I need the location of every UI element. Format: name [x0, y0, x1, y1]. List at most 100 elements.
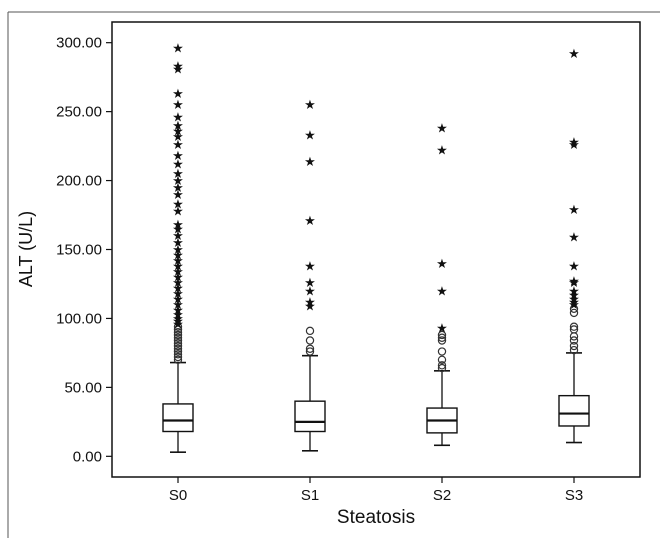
extreme-point: ★: [172, 60, 184, 75]
box-s3: ★★★★★★★★★★★★★: [558, 47, 590, 444]
extreme-point: ★: [172, 287, 184, 302]
extreme-point: ★: [172, 249, 184, 264]
extreme-point: ★: [172, 198, 184, 213]
x-axis-title: Steatosis: [337, 507, 415, 528]
extreme-point: ★: [568, 289, 580, 304]
x-tick-label: S1: [301, 487, 319, 504]
outlier-point: [437, 361, 447, 370]
outlier-point: [569, 308, 579, 318]
extreme-point: ★: [172, 276, 184, 291]
outlier-point: [569, 322, 579, 331]
extreme-point: ★: [172, 317, 184, 332]
y-axis-title: ALT (U/L): [16, 211, 36, 287]
outlier-point: [305, 336, 315, 345]
extreme-point: ★: [172, 111, 184, 126]
outlier-point: [173, 350, 183, 359]
outlier-point: [305, 347, 315, 356]
outlier-point: [173, 352, 183, 362]
iqr-box: [294, 400, 326, 433]
extreme-point: ★: [568, 295, 580, 310]
extreme-point: ★: [304, 155, 316, 170]
box-s0: ★★★★★★★★★★★★★★★★★★★★★★★★★★★★★★★★★★★★★★: [162, 42, 194, 453]
extreme-point: ★: [304, 260, 316, 275]
outlier-point: [437, 336, 447, 345]
extreme-point: ★: [568, 138, 580, 153]
extreme-point: ★: [436, 122, 448, 137]
extreme-point: ★: [172, 222, 184, 237]
y-tick-label: 200.00: [56, 173, 102, 190]
extreme-point: ★: [172, 42, 184, 57]
outlier-point: [173, 341, 183, 351]
outlier-point: [305, 344, 315, 353]
outlier-point: [173, 322, 183, 331]
extreme-point: ★: [172, 243, 184, 258]
outlier-point: [437, 363, 447, 373]
extreme-point: ★: [304, 98, 316, 113]
extreme-point: ★: [172, 229, 184, 244]
extreme-point: ★: [172, 149, 184, 164]
extreme-point: ★: [172, 293, 184, 308]
extreme-point: ★: [172, 254, 184, 269]
y-axis: 0.00 50.00 100.00 150.00 200.00 250.00 300.00: [56, 35, 112, 465]
extreme-point: ★: [172, 138, 184, 153]
extreme-point: ★: [172, 119, 184, 134]
outlier-point: [173, 355, 183, 365]
outlier-point: [173, 333, 183, 342]
extreme-point: ★: [172, 62, 184, 77]
extreme-point: ★: [304, 284, 316, 299]
outlier-point: [437, 355, 447, 365]
extreme-point: ★: [172, 87, 184, 102]
extreme-point: ★: [304, 300, 316, 315]
extreme-point: ★: [172, 181, 184, 196]
y-tick-label: 100.00: [56, 310, 102, 327]
extreme-point: ★: [172, 265, 184, 280]
extreme-point: ★: [172, 308, 184, 323]
extreme-point: ★: [436, 257, 448, 272]
outlier-point: [437, 330, 447, 340]
extreme-point: ★: [172, 174, 184, 189]
extreme-point: ★: [568, 231, 580, 246]
extreme-point: ★: [568, 260, 580, 275]
outlier-point: [569, 325, 579, 334]
outlier-point: [437, 333, 447, 342]
extreme-point: ★: [172, 218, 184, 233]
extreme-point: ★: [172, 167, 184, 182]
box-s2: ★ ★ ★ ★ ★: [426, 122, 458, 447]
outlier-point: [437, 347, 447, 356]
extreme-point: ★: [304, 129, 316, 144]
extreme-point: ★: [568, 275, 580, 290]
x-tick-label: S2: [433, 487, 451, 504]
extreme-point: ★: [172, 204, 184, 219]
outlier-point: [173, 330, 183, 340]
extreme-point: ★: [568, 276, 580, 291]
y-tick-label: 50.00: [64, 379, 102, 396]
iqr-box: [162, 403, 194, 433]
extreme-point: ★: [568, 203, 580, 218]
box-s1: ★★★★★★★★★: [294, 98, 326, 452]
extreme-point: ★: [172, 315, 184, 330]
y-tick-label: 150.00: [56, 242, 102, 259]
outlier-point: [569, 345, 579, 355]
y-tick-label: 0.00: [73, 448, 102, 465]
y-tick-label: 300.00: [56, 35, 102, 52]
outlier-point: [173, 347, 183, 356]
outlier-point: [305, 326, 315, 336]
y-tick-label: 250.00: [56, 104, 102, 121]
x-tick-label: S3: [565, 487, 583, 504]
extreme-point: ★: [172, 188, 184, 203]
outlier-point: [173, 344, 183, 353]
x-tick-label: S0: [169, 487, 187, 504]
outlier-point: [173, 328, 183, 337]
extreme-point: ★: [172, 124, 184, 139]
outlier-point: [569, 336, 579, 345]
extreme-point: ★: [172, 260, 184, 275]
extreme-point: ★: [436, 144, 448, 159]
extreme-point: ★: [304, 214, 316, 229]
extreme-point: ★: [172, 236, 184, 251]
extreme-point: ★: [172, 271, 184, 286]
box-series: ★★★★★★★★★★★★★★★★★★★★★★★★★★★★★★★★★★★★★★★★…: [162, 42, 590, 453]
outlier-point: [569, 304, 579, 313]
extreme-point: ★: [304, 276, 316, 291]
extreme-point: ★: [304, 295, 316, 310]
